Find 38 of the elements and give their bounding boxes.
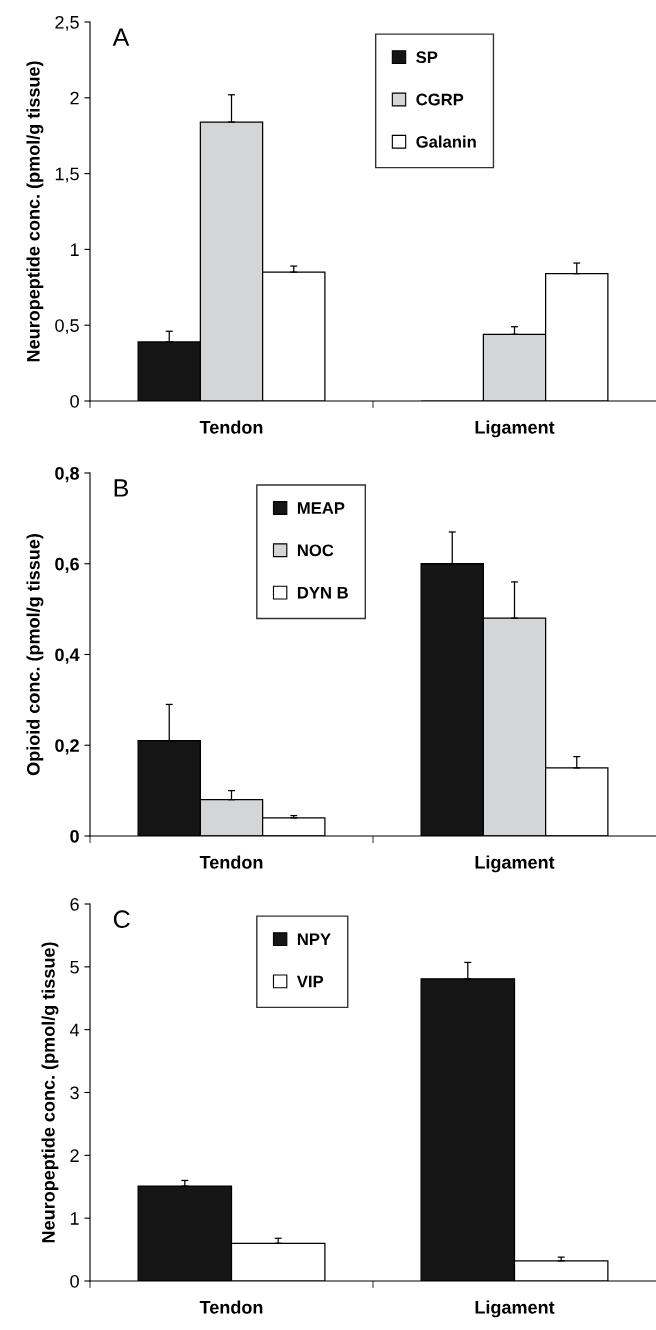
y-axis-title: Neuropeptide conc. (pmol/g tissue) (26, 61, 44, 362)
y-tick-label: 0,2 (55, 739, 79, 755)
y-tick-label: 2 (70, 91, 79, 105)
y-tick-label: 0,5 (55, 319, 79, 335)
y-tick-label: 1 (70, 243, 79, 256)
y-tick-label: 1,5 (55, 167, 79, 183)
y-tick-label: 0,8 (55, 466, 80, 483)
y-tick-label: 1 (70, 1212, 79, 1225)
annotation: B (114, 479, 128, 497)
x-tick-label: Tendon (199, 1300, 263, 1314)
y-tick-label: 3 (70, 1086, 79, 1100)
y-tick-label: 5 (70, 960, 79, 974)
y-axis-title: Neuropeptide conc. (pmol/g tissue) (41, 942, 59, 1243)
legend-label: CGRP (416, 93, 464, 106)
legend-label: SP (416, 51, 438, 64)
y-tick-label: 0 (70, 394, 79, 408)
annotation: C (113, 910, 130, 929)
y-tick-label: 0 (70, 1274, 79, 1288)
legend-label: Galanin (416, 135, 476, 148)
y-tick-label: 4 (69, 1023, 80, 1037)
legend-label: NPY (297, 933, 331, 945)
annotation: A (112, 28, 130, 46)
legend-label: MEAP (297, 502, 345, 514)
y-tick-label: 6 (70, 897, 79, 911)
y-tick-label: 0 (70, 829, 79, 843)
legend-label: VIP (296, 975, 324, 988)
x-tick-label: Ligament (475, 420, 555, 438)
x-tick-label: Tendon (199, 855, 263, 869)
y-tick-label: 2,5 (55, 15, 79, 31)
y-tick-label: 0,6 (55, 557, 79, 574)
y-tick-label: 0,4 (55, 648, 80, 664)
x-tick-label: Ligament (475, 855, 555, 873)
x-tick-label: Ligament (475, 1300, 555, 1318)
y-tick-label: 2 (70, 1149, 79, 1162)
legend-label: DYN B (297, 586, 348, 599)
x-tick-label: Tendon (199, 420, 263, 434)
legend-label: NOC (297, 544, 334, 557)
y-axis-title: Opioid conc. (pmol/g tissue) (26, 534, 44, 776)
